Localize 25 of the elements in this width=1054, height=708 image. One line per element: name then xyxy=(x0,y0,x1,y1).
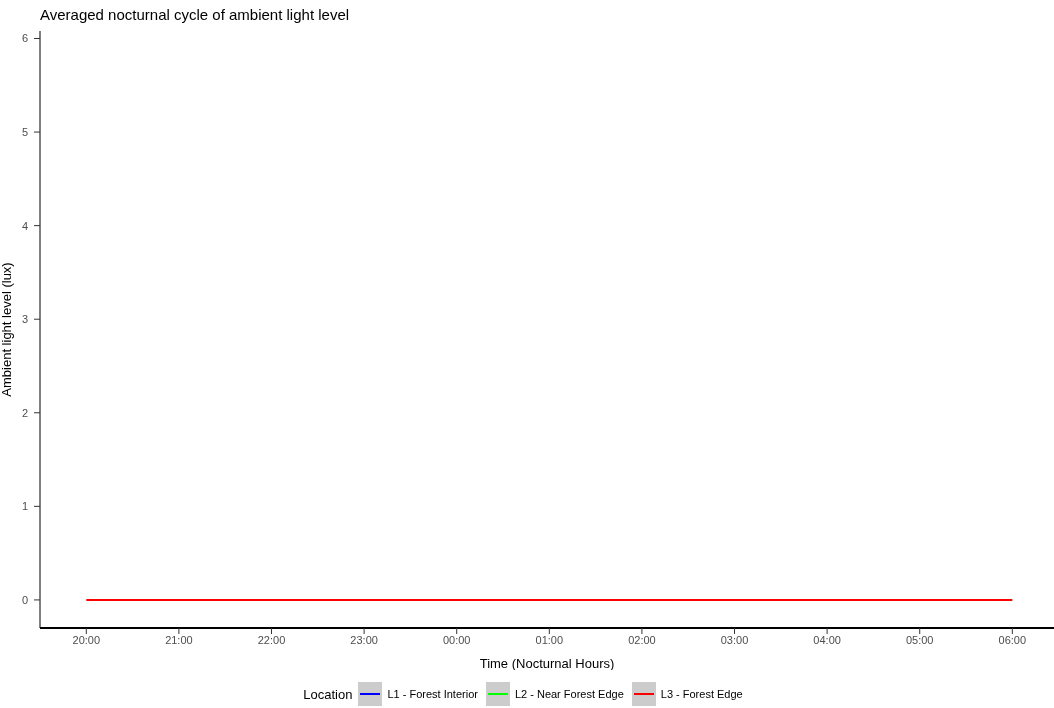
x-tick-label: 03:00 xyxy=(720,633,749,646)
y-tick-label: 4 xyxy=(21,219,28,232)
legend-title: Location xyxy=(303,686,353,702)
x-tick-label: 06:00 xyxy=(998,633,1027,646)
y-tick-label: 5 xyxy=(21,126,28,139)
x-tick-label: 02:00 xyxy=(628,633,656,646)
x-tick-label: 21:00 xyxy=(165,633,193,646)
x-tick-label: 01:00 xyxy=(535,633,564,646)
y-axis-title: Ambient light level (lux) xyxy=(0,262,14,397)
x-axis-title: Time (Nocturnal Hours) xyxy=(479,656,615,671)
x-tick-label: 04:00 xyxy=(813,633,841,646)
y-tick-label: 2 xyxy=(21,406,28,419)
legend-label: L1 - Forest Interior xyxy=(386,687,478,702)
x-tick-label: 00:00 xyxy=(442,633,471,646)
chart-title: Averaged nocturnal cycle of ambient light level xyxy=(40,6,350,23)
y-tick-label: 3 xyxy=(21,313,28,326)
x-tick-label: 20:00 xyxy=(72,633,101,646)
y-tick-label: 6 xyxy=(21,32,28,45)
x-tick-label: 05:00 xyxy=(905,633,934,646)
x-tick-label: 22:00 xyxy=(257,633,286,646)
legend-label: L3 - Forest Edge xyxy=(659,687,743,702)
y-tick-label: 1 xyxy=(21,500,28,513)
y-tick-label: 0 xyxy=(21,593,28,606)
legend-label: L2 - Near Forest Edge xyxy=(513,687,624,702)
x-tick-label: 23:00 xyxy=(350,633,378,646)
